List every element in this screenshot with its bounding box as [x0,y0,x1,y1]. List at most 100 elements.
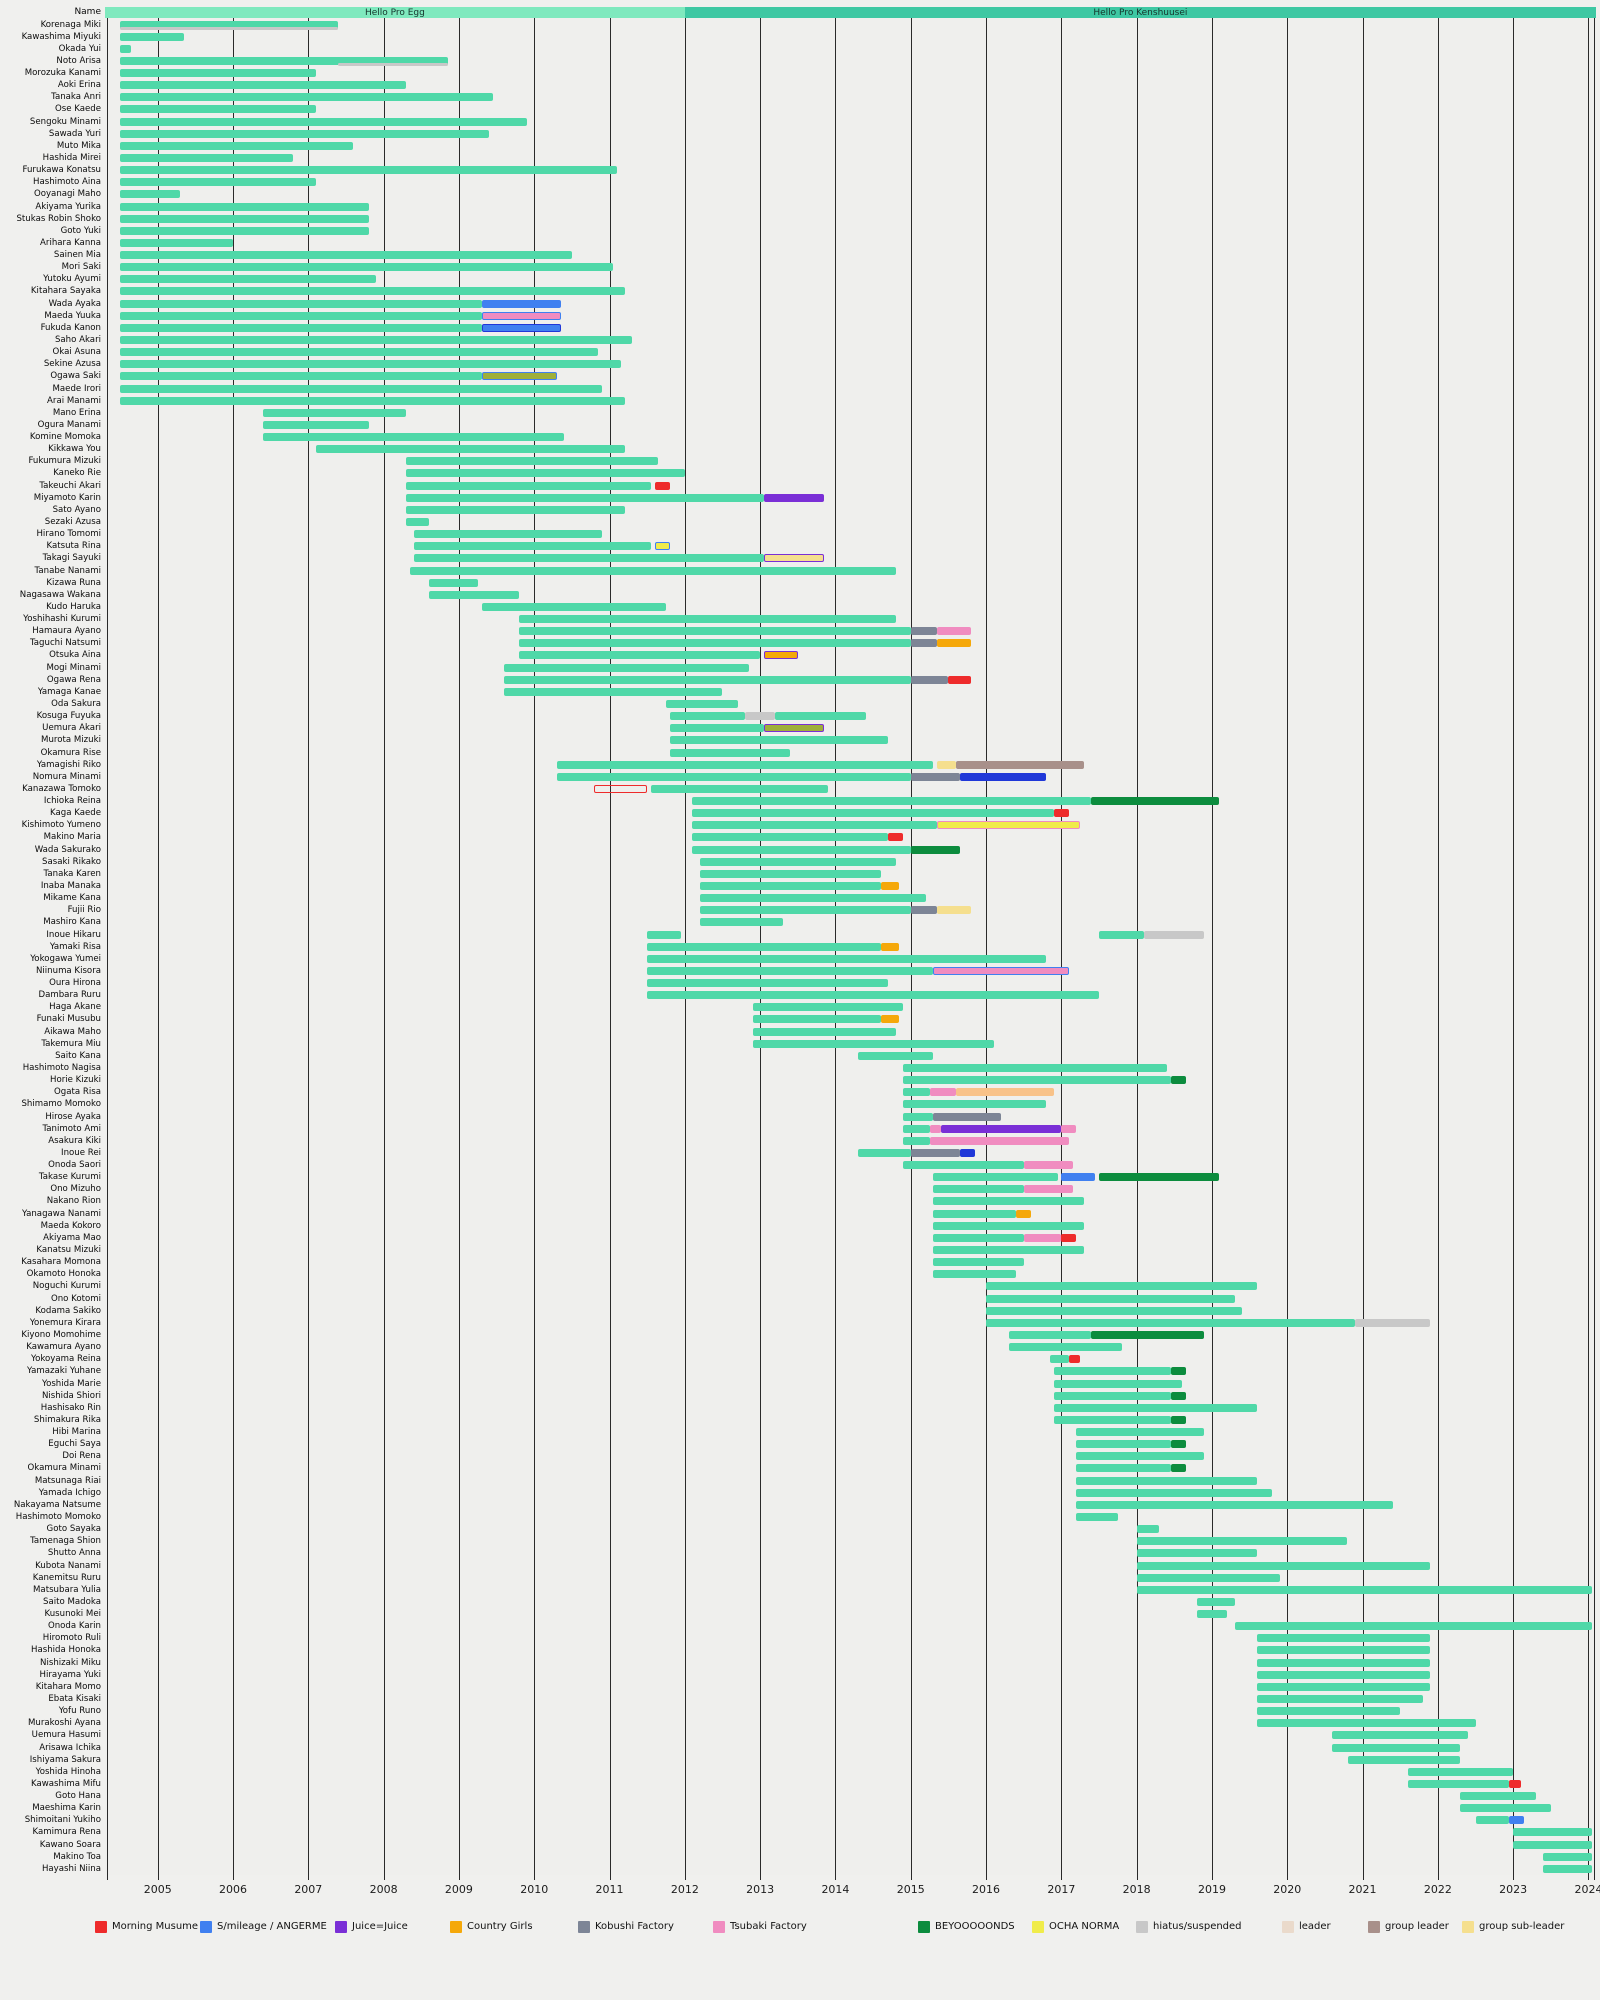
tenure-bar [880,942,900,951]
plot-area: Hello Pro Egg Hello Pro Kenshuusei [105,7,1596,1880]
member-name-label: Matsunaga Riai [34,1475,101,1486]
year-tick-label: 2014 [821,1883,850,1896]
year-tick-label: 2021 [1348,1883,1377,1896]
member-name-label: Tanaka Karen [43,868,101,879]
tenure-bar [263,408,407,417]
year-gridline [1363,7,1364,1880]
tenure-bar [1170,1391,1186,1400]
member-name-label: Hashida Honoka [30,1645,101,1656]
tenure-bar [1257,1707,1401,1716]
year-gridline [1137,7,1138,1880]
tenure-bar [1061,1233,1077,1242]
tenure-bar [120,263,614,272]
member-name-label: Miyamoto Karin [33,492,101,503]
legend-color-swatch [1032,1921,1044,1933]
legend-label: Tsubaki Factory [730,1921,807,1932]
member-name-label: Hiromoto Ruli [42,1633,101,1644]
member-name-label: Kitahara Momo [35,1681,101,1692]
member-name-label: Hashimoto Nagisa [22,1063,101,1074]
tenure-bar [699,906,911,915]
member-name-label: Yonemura Kirara [29,1317,101,1328]
tenure-bar [1257,1670,1431,1679]
legend-label: Kobushi Factory [595,1921,674,1932]
tenure-bar [120,69,316,78]
tenure-bar [120,323,482,332]
member-name-label: Kasahara Momona [21,1257,101,1268]
tenure-bar [1170,1440,1186,1449]
tenure-bar [1170,1367,1186,1376]
tenure-bar [647,991,1099,1000]
tenure-bar [1076,1500,1393,1509]
tenure-bar [763,493,825,502]
year-gridline [911,7,912,1880]
tenure-bar [120,299,482,308]
name-column-header: Name [74,7,101,17]
member-name-label: Nakayama Natsume [13,1499,101,1510]
tenure-bar [1257,1646,1431,1655]
member-name-label: Yamaki Risa [49,941,101,952]
year-tick-label: 2007 [294,1883,323,1896]
legend-color-swatch [1282,1921,1294,1933]
member-name-label: Aikawa Maho [44,1026,101,1037]
tenure-bar [910,627,938,636]
tenure-bar [120,117,527,126]
tenure-bar [481,299,561,308]
tenure-bar [1053,809,1069,818]
tenure-bar [910,1148,960,1157]
member-name-label: Kikkawa You [48,444,101,455]
member-name-label: Kawano Soara [39,1839,101,1850]
member-name-label: Aoki Erina [57,80,101,91]
tenure-bar [699,882,881,890]
tenure-bar [669,748,791,757]
tenure-bar [406,457,659,466]
tenure-bar [1257,1634,1431,1643]
member-name-label: Shutto Anna [47,1548,101,1559]
member-name-label: Okamoto Honoka [26,1269,101,1280]
member-name-label: Noto Arisa [56,55,101,66]
member-name-label: Hashimoto Aina [32,177,101,188]
member-name-label: Kanatsu Mizuki [36,1245,101,1256]
member-name-label: Yamada Ichigo [38,1487,101,1498]
member-name-label: Ishiyama Sakura [29,1754,101,1765]
tenure-bar [120,26,339,30]
year-tick-label: 2006 [219,1883,247,1896]
tenure-bar [481,311,561,320]
tenure-bar [1475,1816,1510,1825]
tenure-bar [929,1088,956,1097]
tenure-bar [120,372,482,381]
member-name-label: Goto Sayaka [46,1524,101,1535]
tenure-bar [1196,1610,1227,1619]
tenure-bar [699,857,896,866]
tenure-bar [120,396,625,405]
year-tick-label: 2020 [1273,1883,1302,1896]
tenure-bar [1076,1476,1258,1485]
title-band-label: Hello Pro Kenshuusei [1093,7,1188,18]
tenure-bar [763,651,798,660]
tenure-bar [1257,1719,1476,1728]
year-gridline [534,7,535,1880]
year-gridline [158,7,159,1880]
member-name-label: Kaneko Rie [53,468,101,479]
member-name-label: Akiyama Yurika [35,201,101,212]
tenure-bar [1196,1597,1235,1606]
tenure-bar [556,772,911,781]
tenure-bar [1016,1209,1032,1218]
member-name-label: Wada Sakurako [34,844,101,855]
member-name-label: Morozuka Kanami [24,68,101,79]
member-name-label: Maeshima Karin [32,1803,101,1814]
legend-label: leader [1299,1921,1331,1932]
member-name-label: Ooyanagi Maho [33,189,101,200]
member-name-label: Noguchi Kurumi [32,1281,101,1292]
tenure-bar [669,724,764,733]
tenure-bar [955,1088,1054,1097]
tenure-bar [1332,1743,1461,1752]
tenure-bar [763,724,825,733]
member-name-label: Saho Akari [54,334,101,345]
tenure-bar [120,275,377,284]
member-name-label: Hayashi Niina [41,1863,101,1874]
member-name-label: Kudo Haruka [46,601,101,612]
member-name-label: Matsubara Yulia [33,1584,101,1595]
tenure-bar [775,712,866,721]
member-name-label: Arihara Kanna [40,237,101,248]
